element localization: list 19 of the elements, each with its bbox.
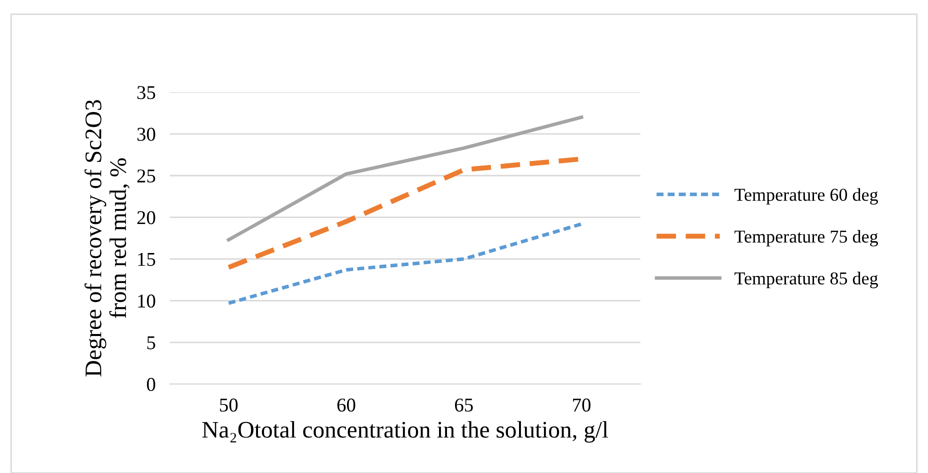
y-tick-label: 20	[137, 211, 156, 224]
x-tick-label: 50	[220, 398, 238, 412]
x-axis-title: Na₂Ototal concentration in the solution, g/l	[202, 421, 608, 443]
y-tick-label: 5	[147, 336, 156, 350]
x-tick-label: 70	[573, 398, 590, 412]
legend-label: Temperature 75 deg	[734, 230, 878, 246]
legend-label: Temperature 85 deg	[734, 272, 878, 288]
y-tick-label: 10	[138, 294, 156, 308]
line-series	[226, 116, 584, 242]
x-tick-label: 65	[454, 398, 473, 412]
y-tick-label: 35	[137, 86, 156, 100]
y-axis-title: Degree of recovery of Sc2O3 from red mud, %	[84, 100, 130, 376]
y-tick-label: 15	[138, 252, 156, 266]
y-tick-label: 0	[146, 378, 156, 392]
legend-label: Temperature 60 deg	[734, 188, 878, 205]
y-tick-label: 30	[137, 128, 156, 141]
y-tick-label: 25	[137, 169, 156, 183]
line-series	[226, 222, 584, 305]
x-tick-label: 60	[337, 398, 356, 412]
